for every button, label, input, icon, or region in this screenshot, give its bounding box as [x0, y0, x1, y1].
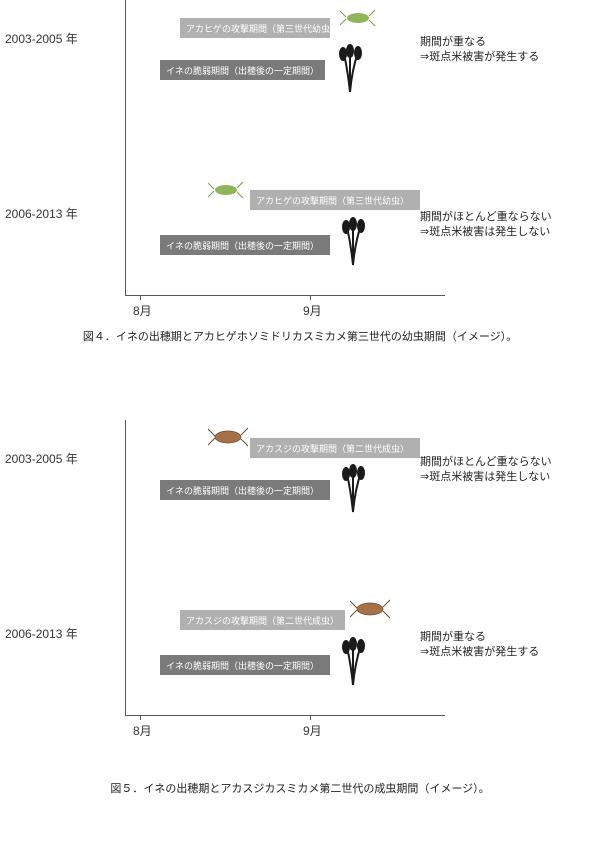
fig5-b-result-text: 期間が重なる ⇒斑点米被害が発生する [420, 631, 539, 658]
fig4-xtick-2: 9月 [303, 302, 322, 319]
rice-plant-icon [333, 635, 373, 692]
brown-bug-icon [350, 596, 390, 625]
fig4-b-result-text: 期間がほとんど重ならない ⇒斑点米被害は発生しない [420, 211, 552, 238]
fig5-a-attack-text: アカスジの攻撃期間（第二世代成虫） [256, 442, 409, 455]
fig5-a-result: 期間がほとんど重ならない ⇒斑点米被害は発生しない [420, 455, 552, 486]
fig4-a-attack-bar: アカヒゲの攻撃期間（第三世代幼虫） [180, 18, 330, 38]
fig5-x-axis [125, 715, 445, 716]
fig5-b-attack-bar: アカスジの攻撃期間（第二世代成虫） [180, 610, 345, 630]
fig4-b-rice-bar: イネの脆弱期間（出穂後の一定期間） [160, 235, 330, 255]
fig5-b-result: 期間が重なる ⇒斑点米被害が発生する [420, 630, 539, 661]
figure-5: 2003-2005 年 アカスジの攻撃期間（第二世代成虫） イネの脆弱期間（出穂… [0, 420, 600, 850]
fig4-a-rice-text: イネの脆弱期間（出穂後の一定期間） [166, 64, 319, 77]
brown-bug-icon [208, 424, 248, 453]
fig4-a-result-text: 期間が重なる ⇒斑点米被害が発生する [420, 36, 539, 63]
fig5-a-result-text: 期間がほとんど重ならない ⇒斑点米被害は発生しない [420, 456, 552, 483]
figure-4: 2003-2005 年 アカヒゲの攻撃期間（第三世代幼虫） イネの脆弱期間（出穂… [0, 0, 600, 370]
fig5-a-rice-text: イネの脆弱期間（出穂後の一定期間） [166, 484, 319, 497]
fig4-period-b-label: 2006-2013 年 [5, 205, 78, 222]
fig4-x-axis [125, 295, 445, 296]
rice-plant-icon [333, 462, 373, 519]
fig5-xtick-1: 8月 [133, 722, 152, 739]
fig4-y-axis [125, 0, 126, 295]
fig4-tick-1 [140, 295, 141, 300]
fig4-tick-2 [310, 295, 311, 300]
green-bug-icon [340, 6, 376, 33]
fig5-xtick-2: 9月 [303, 722, 322, 739]
fig5-period-b-label: 2006-2013 年 [5, 625, 78, 642]
fig4-a-rice-bar: イネの脆弱期間（出穂後の一定期間） [160, 60, 325, 80]
fig4-b-attack-bar: アカヒゲの攻撃期間（第三世代幼虫） [250, 190, 420, 210]
fig5-y-axis [125, 420, 126, 715]
fig4-b-rice-text: イネの脆弱期間（出穂後の一定期間） [166, 239, 319, 252]
fig5-chart: 2003-2005 年 アカスジの攻撃期間（第二世代成虫） イネの脆弱期間（出穂… [100, 420, 600, 750]
green-bug-icon [208, 178, 244, 205]
fig5-b-rice-text: イネの脆弱期間（出穂後の一定期間） [166, 659, 319, 672]
fig4-b-attack-text: アカヒゲの攻撃期間（第三世代幼虫） [256, 194, 409, 207]
rice-plant-icon [330, 42, 370, 99]
fig4-period-a-label: 2003-2005 年 [5, 30, 78, 47]
fig4-xtick-1: 8月 [133, 302, 152, 319]
fig5-caption: 図５．イネの出穂期とアカスジカスミカメ第二世代の成虫期間（イメージ）。 [0, 780, 600, 796]
fig4-caption: 図４．イネの出穂期とアカヒゲホソミドリカスミカメ第三世代の幼虫期間（イメージ）。 [0, 328, 600, 344]
fig5-period-a-label: 2003-2005 年 [5, 450, 78, 467]
fig5-a-attack-bar: アカスジの攻撃期間（第二世代成虫） [250, 438, 420, 458]
fig4-chart: 2003-2005 年 アカヒゲの攻撃期間（第三世代幼虫） イネの脆弱期間（出穂… [100, 0, 600, 320]
rice-plant-icon [333, 215, 373, 272]
fig5-a-rice-bar: イネの脆弱期間（出穂後の一定期間） [160, 480, 330, 500]
fig4-a-result: 期間が重なる ⇒斑点米被害が発生する [420, 35, 539, 66]
fig5-b-rice-bar: イネの脆弱期間（出穂後の一定期間） [160, 655, 330, 675]
fig5-tick-1 [140, 715, 141, 720]
fig4-a-attack-text: アカヒゲの攻撃期間（第三世代幼虫） [186, 22, 339, 35]
fig5-b-attack-text: アカスジの攻撃期間（第二世代成虫） [186, 614, 339, 627]
fig5-tick-2 [310, 715, 311, 720]
fig4-b-result: 期間がほとんど重ならない ⇒斑点米被害は発生しない [420, 210, 552, 241]
